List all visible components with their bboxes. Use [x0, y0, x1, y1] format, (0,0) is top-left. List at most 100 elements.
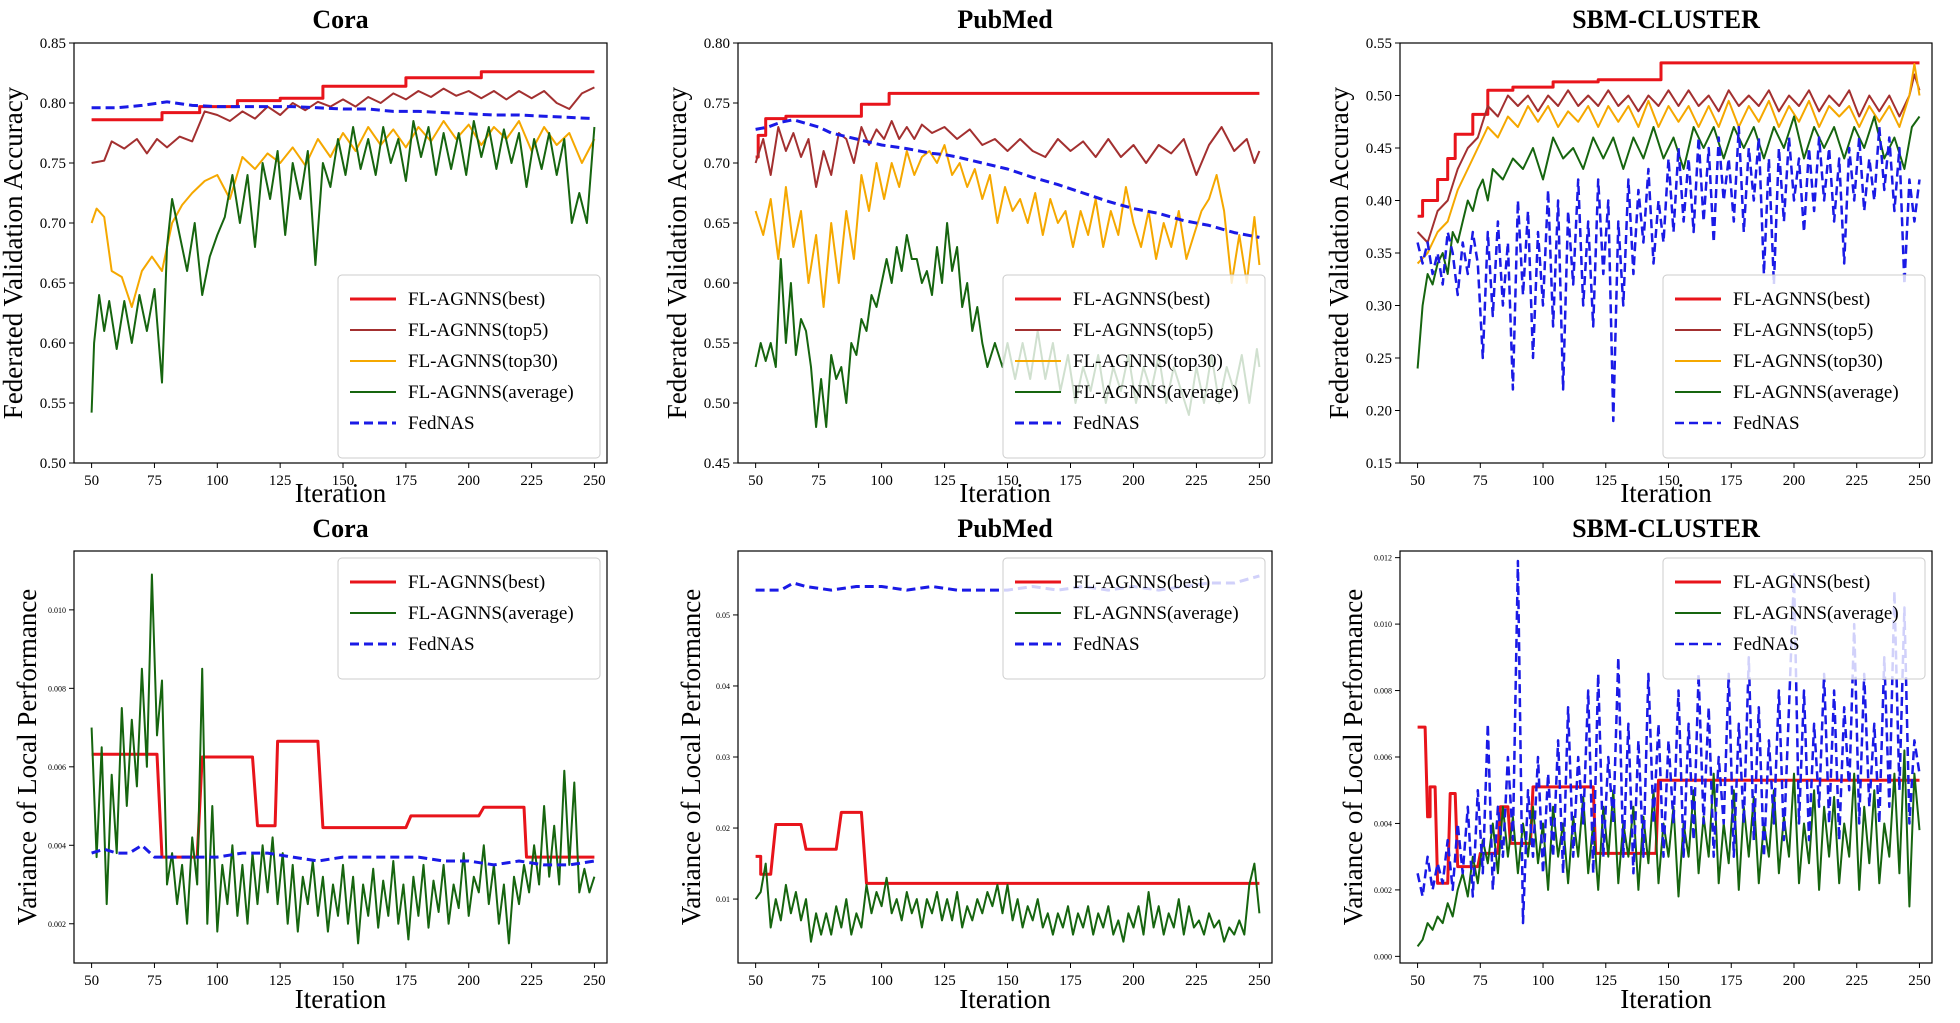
chart-var-cora: Cora 50 75 100 125 150 175 200 225 250 0.002 0.004 0… — [12, 514, 608, 1014]
y-tick-label: 0.05 — [716, 611, 730, 620]
y-tick-label: 0.25 — [1366, 351, 1392, 367]
x-tick-label: 75 — [1473, 973, 1488, 989]
y-tick-label: 0.45 — [1366, 141, 1392, 157]
series-line-fl-agnns-top30 — [90, 120, 596, 308]
x-tick-label: 75 — [811, 973, 826, 989]
chart-title: Cora — [312, 514, 368, 543]
x-tick-label: 150 — [332, 473, 355, 489]
chart-acc-pubmed: PubMed 50 75 100 125 150 175 200 225 250 0.45 0.50 0… — [662, 5, 1273, 508]
x-tick-label: 250 — [583, 973, 606, 989]
x-tick-label: 200 — [1783, 973, 1806, 989]
x-axis-label: Iteration — [295, 478, 387, 508]
y-tick-label: 0.65 — [704, 216, 730, 232]
legend-label: FedNAS — [1073, 634, 1140, 655]
legend-box — [1002, 557, 1266, 680]
axes-frame — [737, 550, 1273, 964]
x-tick-label: 200 — [457, 473, 480, 489]
x-tick-label: 250 — [1908, 473, 1931, 489]
y-tick-label: 0.004 — [1374, 819, 1392, 828]
x-tick-label: 75 — [147, 473, 162, 489]
series-line-fl-agnns-best — [755, 91, 1260, 159]
x-tick-label: 175 — [395, 973, 418, 989]
y-tick-label: 0.002 — [1374, 886, 1392, 895]
y-tick-label: 0.80 — [704, 36, 730, 52]
y-axis-label: Variance of Local Performance — [1338, 589, 1368, 926]
x-tick-label: 150 — [996, 473, 1019, 489]
x-tick-label: 200 — [457, 973, 480, 989]
legend-label: FL-AGNNS(top30) — [1733, 351, 1883, 372]
y-tick-label: 0.75 — [40, 156, 66, 172]
legend-label: FedNAS — [408, 413, 475, 434]
y-tick-label: 0.012 — [1374, 554, 1392, 563]
y-tick-label: 0.55 — [704, 336, 730, 352]
x-tick-label: 50 — [1410, 473, 1425, 489]
y-tick-label: 0.03 — [716, 753, 730, 762]
series-line-fl-agnns-best — [91, 739, 595, 859]
x-tick-label: 50 — [84, 973, 99, 989]
y-tick-label: 0.02 — [716, 824, 730, 833]
y-axis-label: Variance of Local Performance — [12, 589, 42, 926]
y-tick-label: 0.50 — [704, 396, 730, 412]
x-tick-label: 100 — [870, 973, 893, 989]
series-line-fednas — [755, 118, 1260, 239]
legend-label: FL-AGNNS(top30) — [408, 351, 558, 372]
series-line-fl-agnns-best — [1417, 61, 1920, 218]
series-line-fl-agnns-top5 — [1416, 73, 1921, 244]
legend-label: FL-AGNNS(average) — [1733, 382, 1899, 403]
x-tick-label: 50 — [1410, 973, 1425, 989]
legend: FL-AGNNS(best) FL-AGNNS(average) FedNAS — [1002, 557, 1266, 680]
y-tick-label: 0.010 — [1374, 620, 1392, 629]
x-tick-label: 175 — [1720, 473, 1743, 489]
y-tick-label: 0.60 — [704, 276, 730, 292]
x-tick-label: 125 — [1595, 473, 1618, 489]
x-tick-label: 125 — [933, 473, 956, 489]
y-tick-label: 0.55 — [1366, 36, 1392, 52]
chart-title: SBM-CLUSTER — [1572, 5, 1760, 34]
y-tick-label: 0.008 — [48, 684, 66, 693]
legend-label: FL-AGNNS(best) — [1733, 572, 1870, 593]
legend: FL-AGNNS(best) FL-AGNNS(average) FedNAS — [337, 557, 601, 680]
series-line-fl-agnns-top30 — [1416, 63, 1921, 265]
series-line-fl-agnns-average — [754, 862, 1261, 943]
x-tick-label: 225 — [520, 473, 543, 489]
legend-label: FL-AGNNS(average) — [408, 603, 574, 624]
x-tick-label: 225 — [1845, 473, 1868, 489]
legend-label: FL-AGNNS(top5) — [1073, 320, 1213, 341]
y-tick-label: 0.002 — [48, 920, 66, 929]
x-tick-label: 50 — [748, 473, 763, 489]
y-tick-label: 0.004 — [48, 841, 66, 850]
series-line-fl-agnns-average — [90, 120, 596, 413]
axes-frame — [73, 42, 608, 464]
y-tick-label: 0.75 — [704, 96, 730, 112]
x-tick-label: 175 — [1720, 973, 1743, 989]
legend: FL-AGNNS(best) FL-AGNNS(top5) FL-AGNNS(top… — [1662, 274, 1926, 459]
axes-frame — [1399, 42, 1933, 464]
series-group — [1416, 559, 1921, 947]
legend-label: FL-AGNNS(average) — [1073, 382, 1239, 403]
legend-label: FL-AGNNS(average) — [408, 382, 574, 403]
series-line-fl-agnns-top5 — [754, 120, 1261, 188]
x-tick-label: 225 — [1185, 473, 1208, 489]
y-tick-label: 0.50 — [40, 456, 66, 472]
y-tick-label: 0.45 — [704, 456, 730, 472]
x-tick-label: 250 — [1248, 973, 1271, 989]
axes-frame — [1399, 550, 1933, 964]
x-axis-label: Iteration — [1620, 478, 1712, 508]
x-tick-label: 200 — [1783, 473, 1806, 489]
chart-title: PubMed — [957, 5, 1053, 34]
x-tick-label: 150 — [1657, 973, 1680, 989]
x-tick-label: 50 — [84, 473, 99, 489]
legend-label: FedNAS — [1733, 634, 1800, 655]
x-tick-label: 150 — [332, 973, 355, 989]
x-axis-label: Iteration — [959, 984, 1051, 1014]
x-tick-label: 200 — [1122, 473, 1145, 489]
legend: FL-AGNNS(best) FL-AGNNS(average) FedNAS — [1662, 557, 1926, 680]
series-group — [90, 70, 596, 413]
series-line-fl-agnns-best — [91, 70, 595, 122]
x-tick-label: 175 — [1059, 473, 1082, 489]
legend-label: FL-AGNNS(average) — [1733, 603, 1899, 624]
x-tick-label: 125 — [269, 473, 292, 489]
x-tick-label: 150 — [1657, 473, 1680, 489]
legend-label: FL-AGNNS(top30) — [1073, 351, 1223, 372]
legend-label: FedNAS — [1733, 413, 1800, 434]
